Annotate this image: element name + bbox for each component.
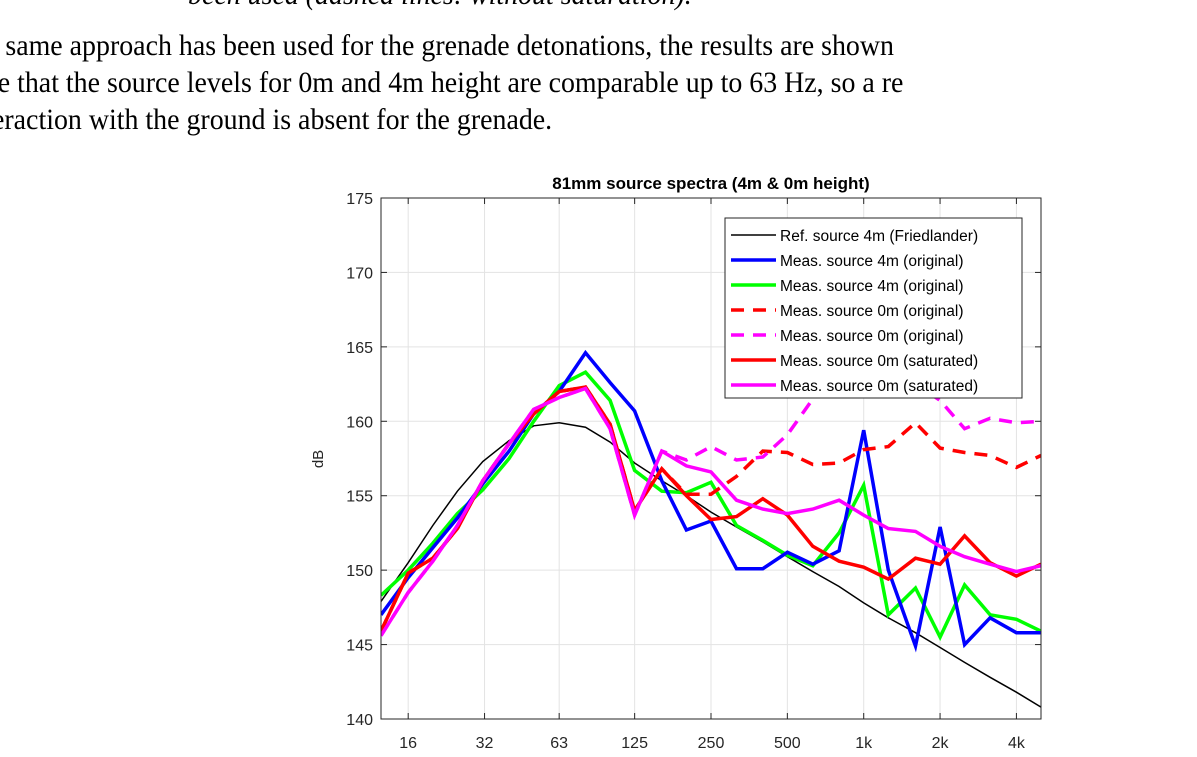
paragraph-line-2: te that the source levels for 0m and 4m … — [0, 66, 904, 99]
series-line-6 — [381, 386, 1041, 637]
x-tick-label: 1k — [855, 735, 873, 752]
x-tick-label: 63 — [550, 735, 568, 752]
x-tick-label: 250 — [698, 735, 725, 752]
y-tick-label: 160 — [346, 414, 373, 431]
legend: Ref. source 4m (Friedlander) Meas. source… — [724, 217, 1023, 399]
chart-title: 81mm source spectra (4m & 0m height) — [552, 174, 869, 193]
legend-label-5: Meas. source 0m (saturated) — [780, 353, 978, 370]
paragraph-line-3: eraction with the ground is absent for t… — [0, 103, 553, 136]
cut-off-text-line: been used (dashed lines: without saturat… — [188, 0, 692, 12]
y-tick-label: 150 — [346, 563, 373, 580]
x-tick-label: 32 — [476, 735, 494, 752]
series-line-0 — [381, 422, 1041, 708]
y-tick-label: 170 — [346, 265, 373, 282]
x-tick-label: 125 — [621, 735, 648, 752]
y-tick-label: 175 — [346, 191, 373, 208]
y-tick-label: 165 — [346, 340, 373, 357]
y-axis-label: dB — [310, 450, 327, 468]
x-tick-label: 16 — [399, 735, 417, 752]
legend-box — [724, 217, 1023, 399]
ticks: 16 32 63 125 250 500 1k 2k 4k 140 145 150 155 160 165 1… — [346, 191, 1041, 752]
y-tick-label: 140 — [346, 712, 373, 729]
legend-label-6: Meas. source 0m (saturated) — [780, 378, 978, 395]
x-tick-label: 2k — [932, 735, 950, 752]
x-tick-label: 4k — [1008, 735, 1026, 752]
legend-label-0: Ref. source 4m (Friedlander) — [780, 228, 978, 245]
paragraph-line-1: e same approach has been used for the gr… — [0, 29, 894, 62]
legend-label-3: Meas. source 0m (original) — [780, 303, 963, 320]
legend-label-2: Meas. source 4m (original) — [780, 278, 963, 295]
y-tick-label: 155 — [346, 489, 373, 506]
legend-label-1: Meas. source 4m (original) — [780, 253, 963, 270]
legend-label-4: Meas. source 0m (original) — [780, 328, 963, 345]
x-tick-label: 500 — [774, 735, 801, 752]
series-line-2 — [381, 370, 1041, 642]
y-tick-label: 145 — [346, 638, 373, 655]
